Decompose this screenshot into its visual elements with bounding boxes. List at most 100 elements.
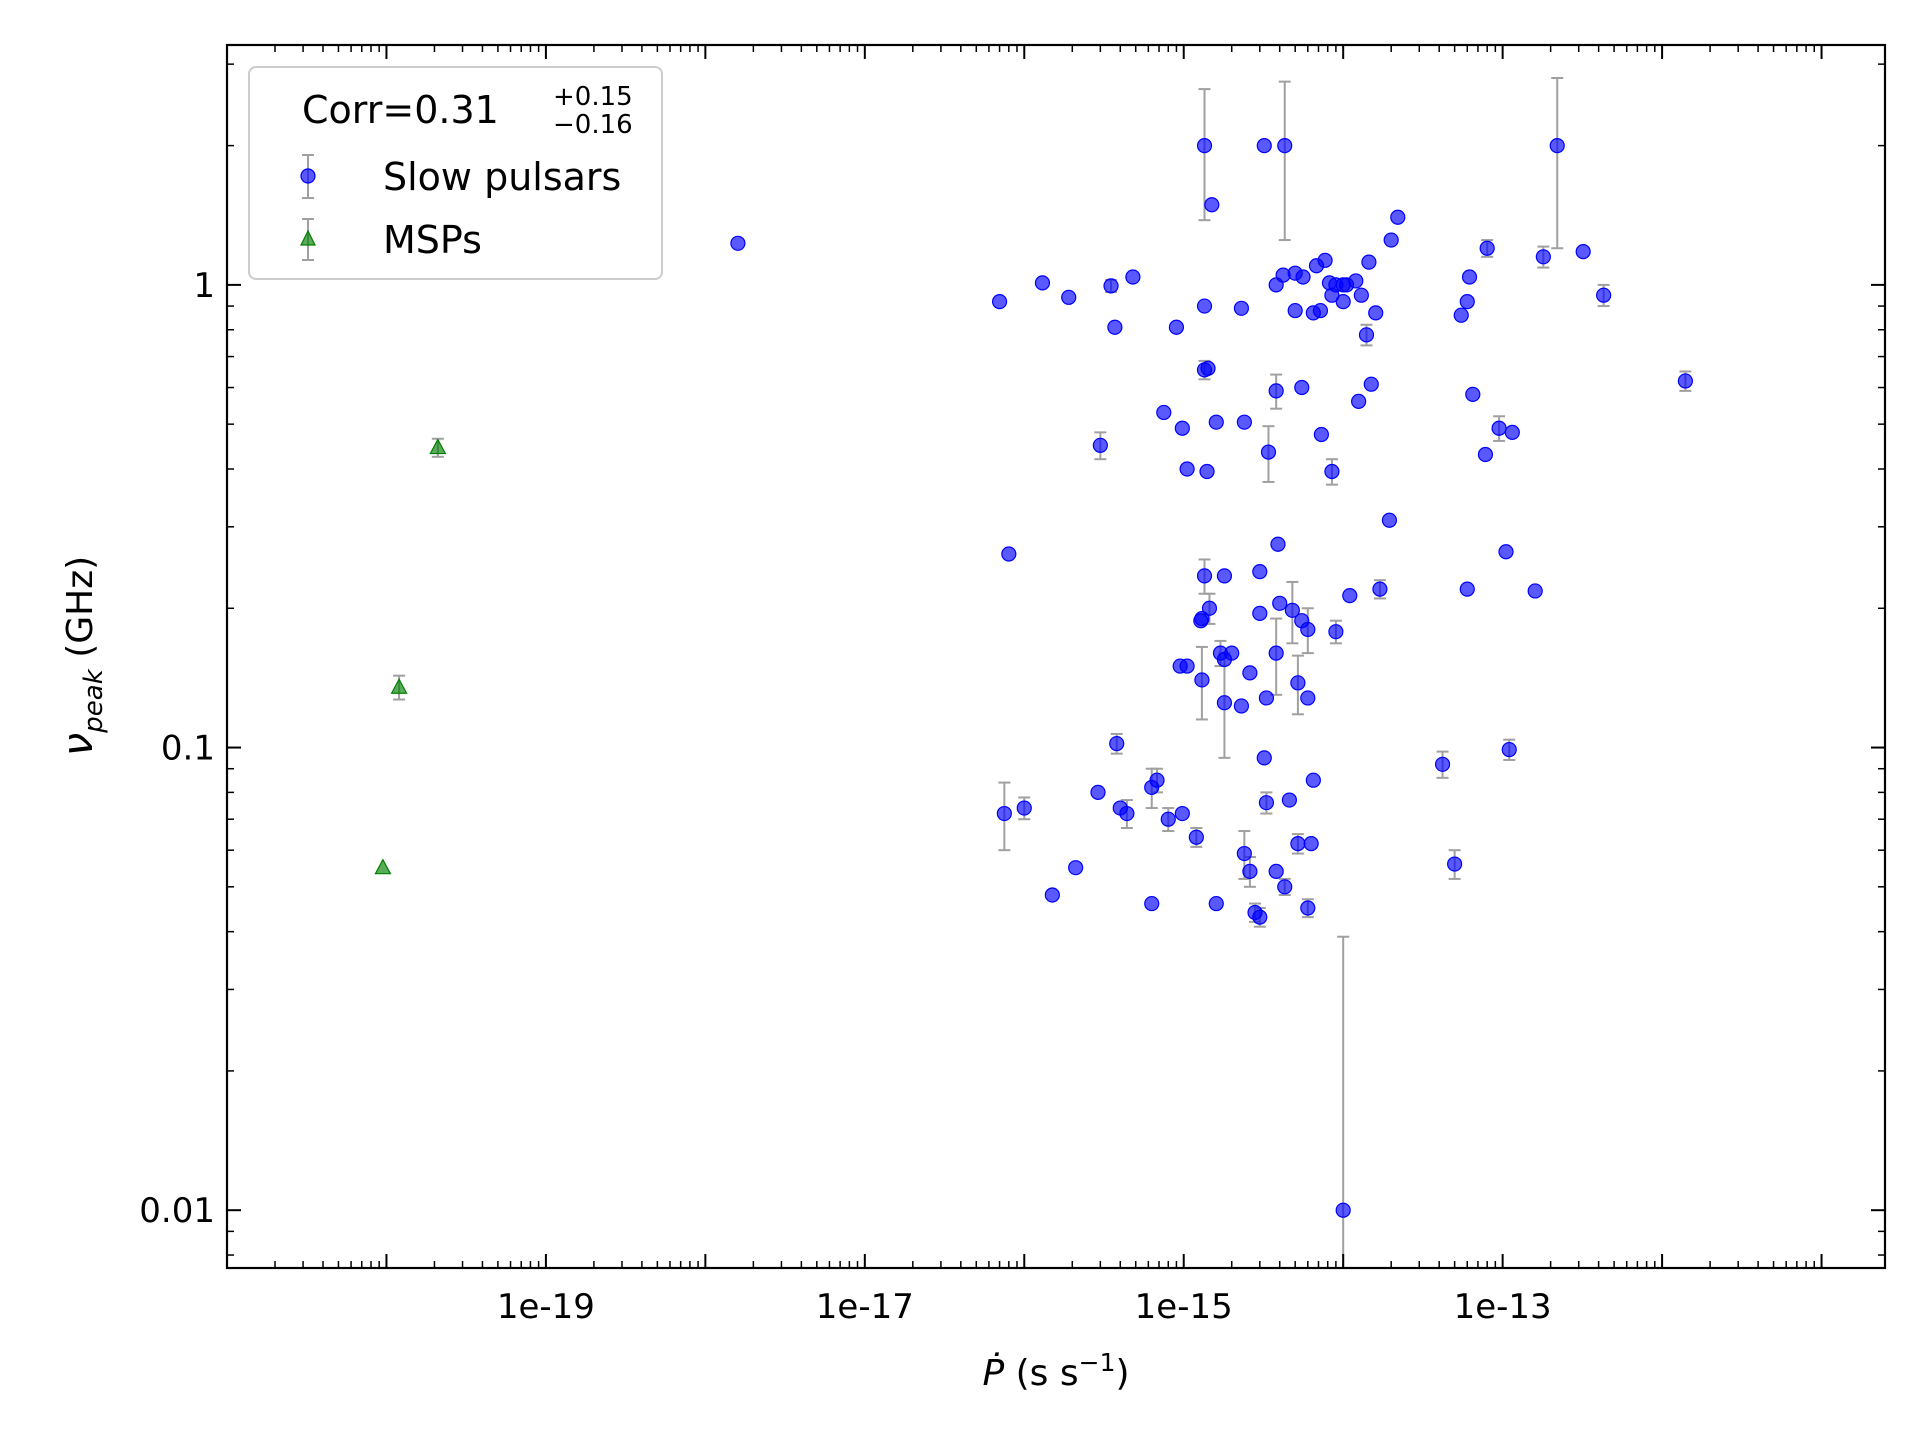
slow-pulsar-point: [1527, 583, 1543, 599]
slow-pulsar-point: [1194, 672, 1210, 688]
slow-pulsar-point: [1216, 651, 1233, 668]
slow-pulsar-point: [1216, 695, 1233, 711]
legend-msp-label: MSPs: [383, 218, 482, 262]
y-axis-label: νpeak (GHz): [53, 556, 109, 756]
x-tick-label: 1e-17: [816, 1287, 914, 1327]
slow-pulsar-point: [1125, 269, 1141, 285]
x-tick-label: 1e-13: [1454, 1287, 1552, 1327]
slow-pulsar-point: [1317, 252, 1333, 268]
y-label-subscript: peak: [79, 668, 109, 733]
slow-pulsar-point: [1368, 305, 1384, 321]
slow-pulsar-point: [1504, 424, 1520, 440]
slow-pulsar-point: [1179, 658, 1195, 674]
y-label-symbol: ν: [53, 733, 102, 756]
slow-pulsar-point: [1479, 240, 1495, 256]
msp-point: [429, 438, 447, 455]
slow-pulsar-point: [1179, 461, 1195, 477]
slow-pulsar-point: [1383, 232, 1399, 248]
slow-pulsar-point: [1196, 568, 1213, 584]
slow-pulsar-point: [1242, 665, 1258, 681]
slow-pulsar-point: [1294, 379, 1310, 396]
slow-pulsar-point: [1144, 895, 1160, 912]
slow-pulsar-point: [1324, 287, 1340, 303]
y-label-units: (GHz): [60, 556, 101, 669]
slow-pulsar-point: [1453, 307, 1469, 323]
legend-slow-marker: [300, 168, 316, 184]
slow-pulsar-point: [1252, 605, 1268, 621]
slow-pulsar-point: [1068, 860, 1084, 876]
slow-pulsar-point: [1447, 856, 1463, 872]
slow-pulsar-point: [1372, 581, 1388, 597]
slow-pulsar-point: [1268, 383, 1284, 399]
slow-pulsar-point: [1193, 613, 1209, 629]
slow-pulsar-point: [1361, 254, 1377, 270]
slow-pulsar-point: [1348, 273, 1364, 289]
slow-pulsar-point: [1300, 621, 1316, 638]
slow-pulsar-point: [1549, 138, 1565, 154]
y-tick-label: 1: [193, 266, 215, 306]
slow-pulsar-point: [1016, 800, 1032, 816]
x-tick-label: 1e-19: [497, 1287, 595, 1327]
plot-frame: [225, 43, 1887, 1270]
slow-pulsar-point: [1196, 298, 1213, 314]
slow-pulsar-point: [1277, 879, 1293, 895]
slow-pulsar-point: [1256, 750, 1272, 766]
slow-pulsar-point: [1353, 287, 1369, 303]
slow-pulsar-point: [1160, 811, 1176, 827]
slow-pulsar-point: [1208, 414, 1224, 430]
slow-pulsar-point: [1034, 275, 1051, 291]
slow-pulsar-point: [1103, 278, 1119, 294]
x-label-close: ): [1115, 1353, 1129, 1394]
legend-slow-label: Slow pulsars: [383, 155, 621, 199]
slow-pulsar-point: [1465, 386, 1481, 402]
slow-pulsar-point: [1109, 735, 1125, 752]
slow-pulsar-point: [1677, 373, 1693, 389]
slow-pulsar-point: [1242, 863, 1258, 879]
x-label-exponent: −1: [1079, 1348, 1116, 1377]
slow-pulsar-point: [1208, 895, 1224, 912]
slow-pulsar-point: [1324, 463, 1340, 480]
slow-pulsar-point: [1090, 784, 1106, 800]
slow-pulsar-point: [1303, 835, 1319, 852]
slow-pulsar-point: [1258, 795, 1275, 811]
slow-pulsar-point: [1196, 138, 1213, 154]
point-layer: [374, 138, 1693, 1218]
slow-pulsar-point: [1272, 595, 1288, 611]
legend-msp-marker: [300, 229, 316, 246]
corr-label: Corr=0.31: [302, 88, 499, 132]
msp-point: [374, 858, 392, 875]
legend-title: Corr=0.31: [302, 88, 499, 132]
slow-pulsar-point: [1477, 446, 1494, 463]
slow-pulsar-point: [1188, 829, 1204, 845]
slow-pulsar-point: [1061, 289, 1077, 305]
slow-pulsar-point: [730, 235, 746, 251]
slow-pulsar-point: [1268, 645, 1284, 661]
slow-pulsar-point: [1199, 463, 1215, 480]
corr-sup: +0.15: [553, 82, 633, 112]
y-tick-label: 0.1: [161, 729, 215, 769]
slow-pulsar-point: [1363, 376, 1379, 392]
slow-pulsar-point: [1233, 698, 1250, 714]
slow-pulsar-point: [1174, 805, 1190, 822]
slow-pulsar-point: [1390, 209, 1406, 225]
slow-pulsar-point: [1459, 294, 1475, 310]
slow-pulsar-point: [1119, 805, 1135, 822]
slow-pulsar-point: [1459, 581, 1475, 597]
slow-pulsar-point: [1284, 602, 1300, 618]
slow-pulsar-point: [1498, 544, 1514, 560]
slow-pulsar-point: [1256, 138, 1272, 154]
slow-pulsar-point: [1270, 536, 1286, 552]
slow-pulsar-point: [1358, 327, 1375, 343]
legend: Corr=0.31 +0.15 −0.16 Slow pulsars MSPs: [248, 66, 663, 280]
slow-pulsar-point: [1290, 675, 1306, 691]
tick-layer: 1e-19 1e-17 1e-15 1e-13 0.01 0.1 1: [139, 45, 1885, 1327]
slow-pulsar-point: [1174, 420, 1190, 436]
slow-pulsar-point: [1335, 294, 1351, 310]
slow-pulsar-point: [1144, 779, 1160, 796]
slow-pulsar-point: [1200, 360, 1216, 376]
slow-pulsar-point: [1107, 319, 1123, 335]
slow-pulsar-point: [1252, 564, 1268, 580]
slow-pulsar-point: [996, 805, 1012, 822]
x-tick-label: 1e-15: [1135, 1287, 1233, 1327]
